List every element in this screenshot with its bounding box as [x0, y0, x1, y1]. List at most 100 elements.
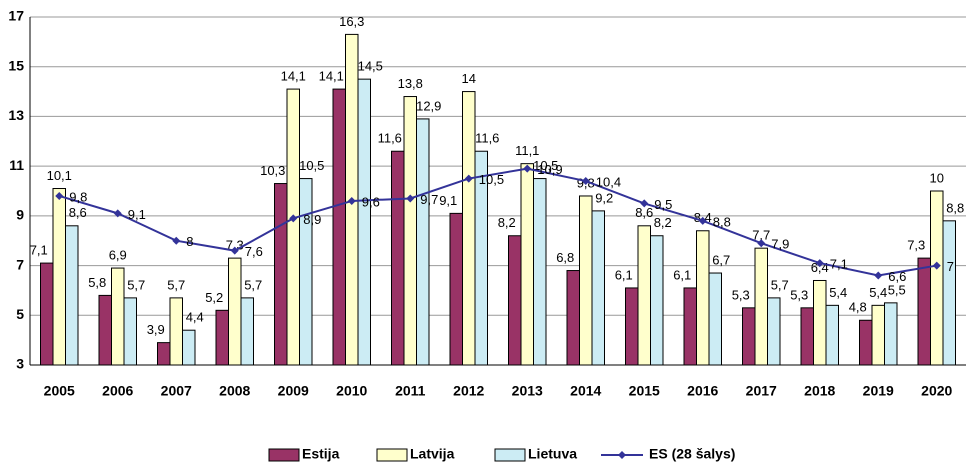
data-label: 7,1 [830, 257, 848, 272]
data-label: 10,3 [260, 163, 285, 178]
bar [40, 262, 54, 366]
data-label: 8,2 [498, 215, 516, 230]
y-tick-label: 5 [16, 306, 24, 322]
bar [942, 220, 956, 366]
y-tick-label: 17 [8, 8, 24, 24]
line-marker [406, 194, 415, 203]
data-label: 8,2 [654, 215, 672, 230]
bar [111, 267, 125, 366]
y-tick-label: 3 [16, 356, 24, 372]
data-label: 10,9 [537, 162, 562, 177]
bar [299, 178, 313, 366]
bar [696, 230, 710, 366]
bar [332, 88, 346, 366]
bar [579, 195, 593, 366]
y-tick-label: 15 [8, 57, 24, 73]
x-tick-label: 2012 [453, 383, 484, 399]
line-marker [815, 259, 824, 268]
y-tick-label: 9 [16, 207, 24, 223]
bar [767, 297, 781, 366]
legend-swatch [376, 448, 408, 462]
bar [859, 319, 873, 366]
data-label: 5,7 [771, 277, 789, 292]
data-label: 5,7 [244, 277, 262, 292]
bar [416, 118, 430, 366]
data-label: 9,5 [654, 197, 672, 212]
data-label: 10,4 [596, 174, 621, 189]
data-label: 14,5 [358, 59, 383, 74]
bar [825, 304, 839, 366]
data-label: 5,3 [790, 287, 808, 302]
data-label: 6,1 [615, 267, 633, 282]
data-label: 5,3 [732, 287, 750, 302]
data-label: 8,6 [635, 205, 653, 220]
data-label: 9,7 [420, 192, 438, 207]
data-label: 5,4 [829, 285, 847, 300]
data-label: 6,8 [556, 250, 574, 265]
legend-label: Estija [302, 446, 340, 462]
data-label: 12,9 [416, 98, 441, 113]
x-tick-label: 2020 [921, 383, 952, 399]
bar [52, 188, 66, 366]
line-marker [523, 164, 532, 173]
data-label: 10,5 [479, 172, 504, 187]
bar [357, 78, 371, 366]
line-marker [347, 196, 356, 205]
bar [240, 297, 254, 366]
bar [742, 307, 756, 366]
bar [871, 304, 885, 366]
legend-label: Lietuva [528, 446, 577, 462]
data-label: 10 [930, 170, 944, 185]
line-marker [113, 209, 122, 218]
data-label: 4,8 [849, 300, 867, 315]
data-label: 5,4 [869, 285, 887, 300]
data-label: 11,1 [515, 143, 539, 158]
line-marker [581, 177, 590, 186]
bar [650, 235, 664, 366]
line-marker [172, 236, 181, 245]
data-label: 10,5 [299, 158, 324, 173]
bar [449, 212, 463, 366]
bar [65, 225, 79, 366]
bar [884, 302, 898, 366]
data-label: 8 [186, 234, 193, 249]
data-label: 16,3 [339, 14, 364, 29]
legend-marker [618, 451, 626, 459]
x-tick-label: 2006 [102, 383, 133, 399]
data-label: 8,8 [946, 200, 964, 215]
bar [930, 190, 944, 366]
line [58, 167, 937, 277]
bar [520, 163, 534, 366]
data-label: 7 [947, 259, 954, 274]
bar [215, 309, 229, 366]
x-tick-label: 2007 [161, 383, 192, 399]
bar [228, 257, 242, 366]
bar [123, 297, 137, 366]
bar [917, 257, 931, 366]
bar [637, 225, 651, 366]
line-marker [640, 199, 649, 208]
x-tick-label: 2013 [512, 383, 543, 399]
bar [391, 150, 405, 366]
data-label: 14,1 [281, 69, 306, 84]
data-label: 4,4 [186, 310, 204, 325]
bar [286, 88, 300, 366]
bar [683, 287, 697, 366]
legend-swatch [268, 448, 300, 462]
bar [625, 287, 639, 366]
data-label: 13,8 [398, 76, 423, 91]
x-tick-label: 2016 [687, 383, 718, 399]
data-label: 7,1 [30, 243, 48, 258]
data-label: 7,9 [771, 237, 789, 252]
bar [157, 342, 171, 366]
bar [800, 307, 814, 366]
data-label: 11,6 [378, 131, 402, 146]
x-tick-label: 2018 [804, 383, 835, 399]
bar [462, 91, 476, 366]
data-label: 9,1 [128, 207, 146, 222]
data-label: 3,9 [147, 322, 165, 337]
data-label: 7,6 [245, 244, 263, 259]
line-marker [757, 239, 766, 248]
line-marker [874, 271, 883, 280]
